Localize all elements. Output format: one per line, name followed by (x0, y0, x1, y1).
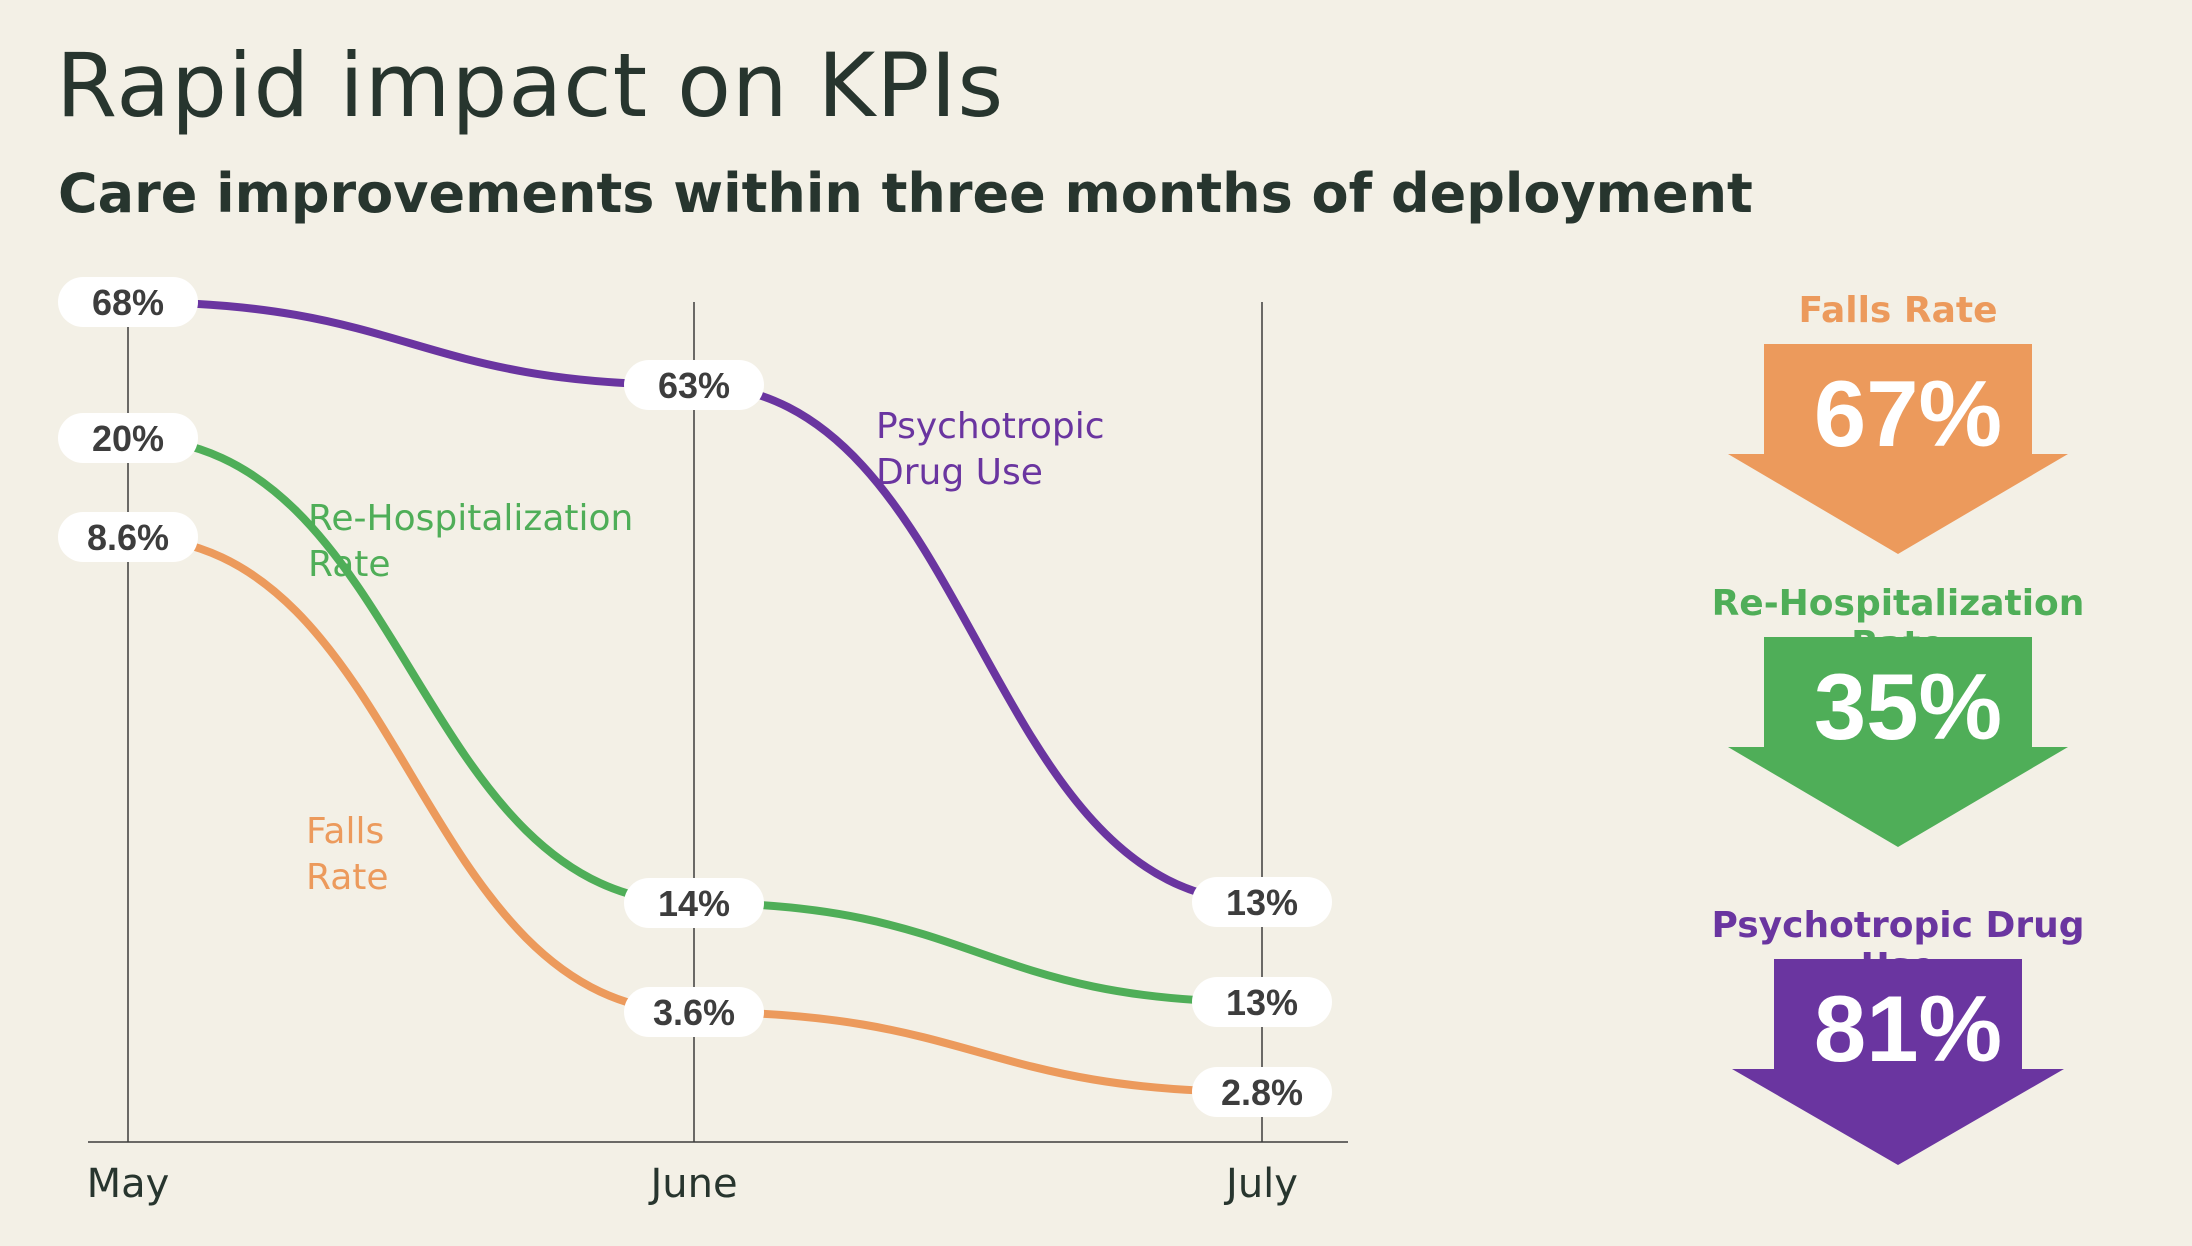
data-label: 63% (658, 365, 730, 406)
data-label-pill (58, 277, 198, 327)
x-tick-june: June (647, 1161, 737, 1207)
kpi-psycho-value: 81% (1813, 976, 2003, 1081)
data-label-pill (624, 360, 764, 410)
data-label: 3.6% (653, 992, 735, 1033)
data-label: 13% (1226, 882, 1298, 923)
x-tick-july: July (1223, 1161, 1298, 1207)
series-name-label: Re-Hospitalization (308, 498, 633, 539)
kpi-line-chart: May June July 68% 63% 13% 20% 14% 13% 8.6% 3.6% 2.8… (58, 277, 1348, 1207)
rehosp-down-arrow-icon (1728, 637, 2068, 847)
data-label: 14% (658, 883, 730, 924)
kpi-falls-label: Falls Rate (1798, 290, 1998, 331)
kpi-falls-value: 67% (1813, 361, 2003, 466)
series-name-label: Rate (308, 544, 391, 585)
series-name-label: Drug Use (876, 452, 1043, 493)
series-name-label: Psychotropic (876, 406, 1105, 447)
series-name-label: Falls (306, 811, 384, 852)
psycho-down-arrow-icon (1732, 959, 2064, 1165)
data-label-pill (1192, 877, 1332, 927)
data-label-pill (624, 987, 764, 1037)
x-tick-may: May (87, 1161, 170, 1207)
page-subtitle: Care improvements within three months of… (58, 162, 1753, 225)
kpi-psycho-label: Psychotropic Drug Use (1711, 905, 2085, 987)
data-label: 2.8% (1221, 1072, 1303, 1113)
data-label-pill (1192, 977, 1332, 1027)
data-label-pill (624, 878, 764, 928)
data-label-pill (1192, 1067, 1332, 1117)
page-title: Rapid impact on KPIs (56, 34, 1005, 137)
data-label-pill (58, 512, 198, 562)
data-label: 8.6% (87, 517, 169, 558)
data-label: 13% (1226, 982, 1298, 1023)
data-label: 20% (92, 418, 164, 459)
data-label: 68% (92, 282, 164, 323)
data-label-pill (58, 413, 198, 463)
series-name-label: Rate (306, 857, 389, 898)
kpi-rehosp-value: 35% (1813, 654, 2003, 759)
falls-down-arrow-icon (1728, 344, 2068, 554)
